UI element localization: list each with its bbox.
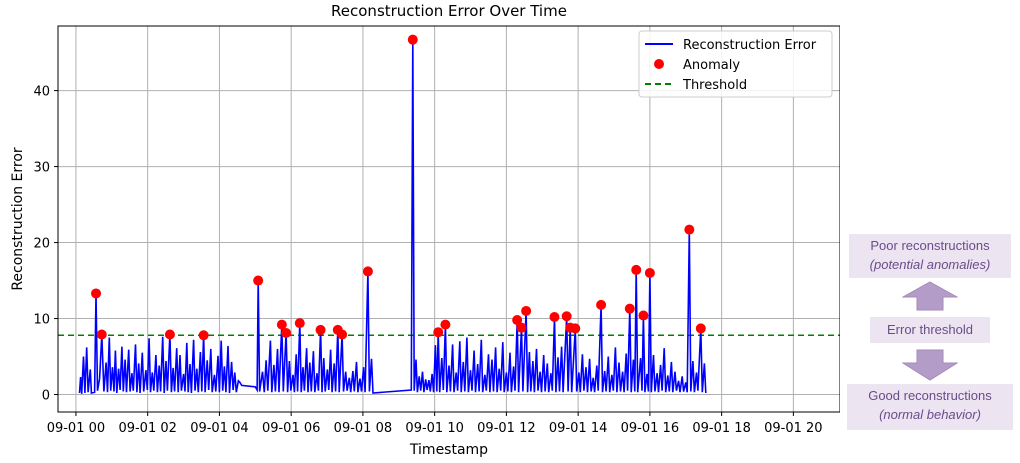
anomaly-point: [91, 288, 102, 299]
down-arrow-icon: [902, 349, 958, 381]
anomaly-markers: [91, 34, 706, 341]
anomaly-point: [281, 327, 292, 338]
chart-title: Reconstruction Error Over Time: [331, 2, 567, 20]
anomaly-point: [516, 322, 527, 333]
plot-frame: [57, 25, 840, 413]
legend-frame: [638, 30, 833, 98]
x-tick-label: 09-01 08: [334, 421, 392, 436]
x-axis-label: Timestamp: [409, 442, 488, 458]
anomaly-point: [570, 323, 581, 334]
error-threshold-label: Error threshold: [887, 322, 973, 337]
anomaly-point: [433, 327, 444, 338]
legend-anomaly-swatch: [654, 59, 664, 69]
anomaly-point: [96, 329, 107, 340]
x-tick-label: 09-01 16: [621, 421, 679, 436]
anomaly-point: [276, 319, 287, 330]
x-tick-label: 09-01 00: [47, 421, 105, 436]
y-tick-label: 0: [42, 389, 50, 404]
x-tick-label: 09-01 02: [118, 421, 176, 436]
anomaly-point: [362, 266, 373, 277]
anomaly-point: [294, 318, 305, 329]
x-tick-label: 09-01 14: [549, 421, 607, 436]
poor-reconstructions-subtitle: (potential anomalies): [869, 257, 991, 272]
poor-reconstructions-title: Poor reconstructions: [870, 238, 990, 253]
y-tick-label: 30: [33, 161, 50, 176]
x-tick-label: 09-01 12: [477, 421, 535, 436]
reconstruction-error-chart: Reconstruction Error Over Time 09-01 00 0…: [10, 2, 840, 458]
anomaly-point: [521, 305, 532, 316]
poor-reconstructions-box: Poor reconstructions (potential anomalie…: [849, 234, 1011, 278]
x-tick-label: 09-01 10: [405, 421, 463, 436]
x-tick-label: 09-01 18: [692, 421, 750, 436]
anomaly-point: [684, 224, 695, 235]
anomaly-point: [337, 329, 348, 340]
error-threshold-box: Error threshold: [870, 317, 990, 343]
error-series-line: [78, 39, 707, 395]
anomaly-point: [407, 34, 418, 45]
y-tick-label: 40: [33, 85, 50, 100]
good-reconstructions-box: Good reconstructions (normal behavior): [847, 384, 1013, 430]
x-tick-label: 09-01 04: [190, 421, 248, 436]
x-tick-label: 09-01 20: [764, 421, 822, 436]
anomaly-point: [315, 324, 326, 335]
y-tick-label: 10: [33, 313, 50, 328]
anomaly-point: [644, 267, 655, 278]
anomaly-point: [631, 264, 642, 275]
anomaly-point: [695, 323, 706, 334]
good-reconstructions-title: Good reconstructions: [868, 388, 992, 403]
good-reconstructions-subtitle: (normal behavior): [879, 407, 981, 422]
anomaly-point: [549, 312, 560, 323]
y-axis-label: Reconstruction Error: [10, 147, 26, 291]
anomaly-point: [624, 303, 635, 314]
anomaly-point: [440, 319, 451, 330]
legend: Reconstruction Error Anomaly Threshold: [638, 30, 833, 98]
anomaly-point: [561, 311, 572, 322]
anomaly-point: [638, 310, 649, 321]
anomaly-point: [512, 315, 523, 326]
anomaly-point: [198, 330, 209, 341]
anomaly-point: [164, 329, 175, 340]
error-line-layer: [78, 39, 707, 395]
anomaly-point: [596, 299, 607, 310]
x-tick-label: 09-01 06: [262, 421, 320, 436]
anomaly-point: [253, 275, 264, 286]
axes: 09-01 00 09-01 02 09-01 04 09-01 06 09-01 08…: [33, 85, 822, 436]
legend-error-label: Reconstruction Error: [683, 38, 817, 53]
legend-anomaly-label: Anomaly: [683, 58, 740, 73]
legend-threshold-label: Threshold: [682, 78, 747, 93]
y-tick-label: 20: [33, 237, 50, 252]
up-arrow-icon: [902, 281, 958, 311]
